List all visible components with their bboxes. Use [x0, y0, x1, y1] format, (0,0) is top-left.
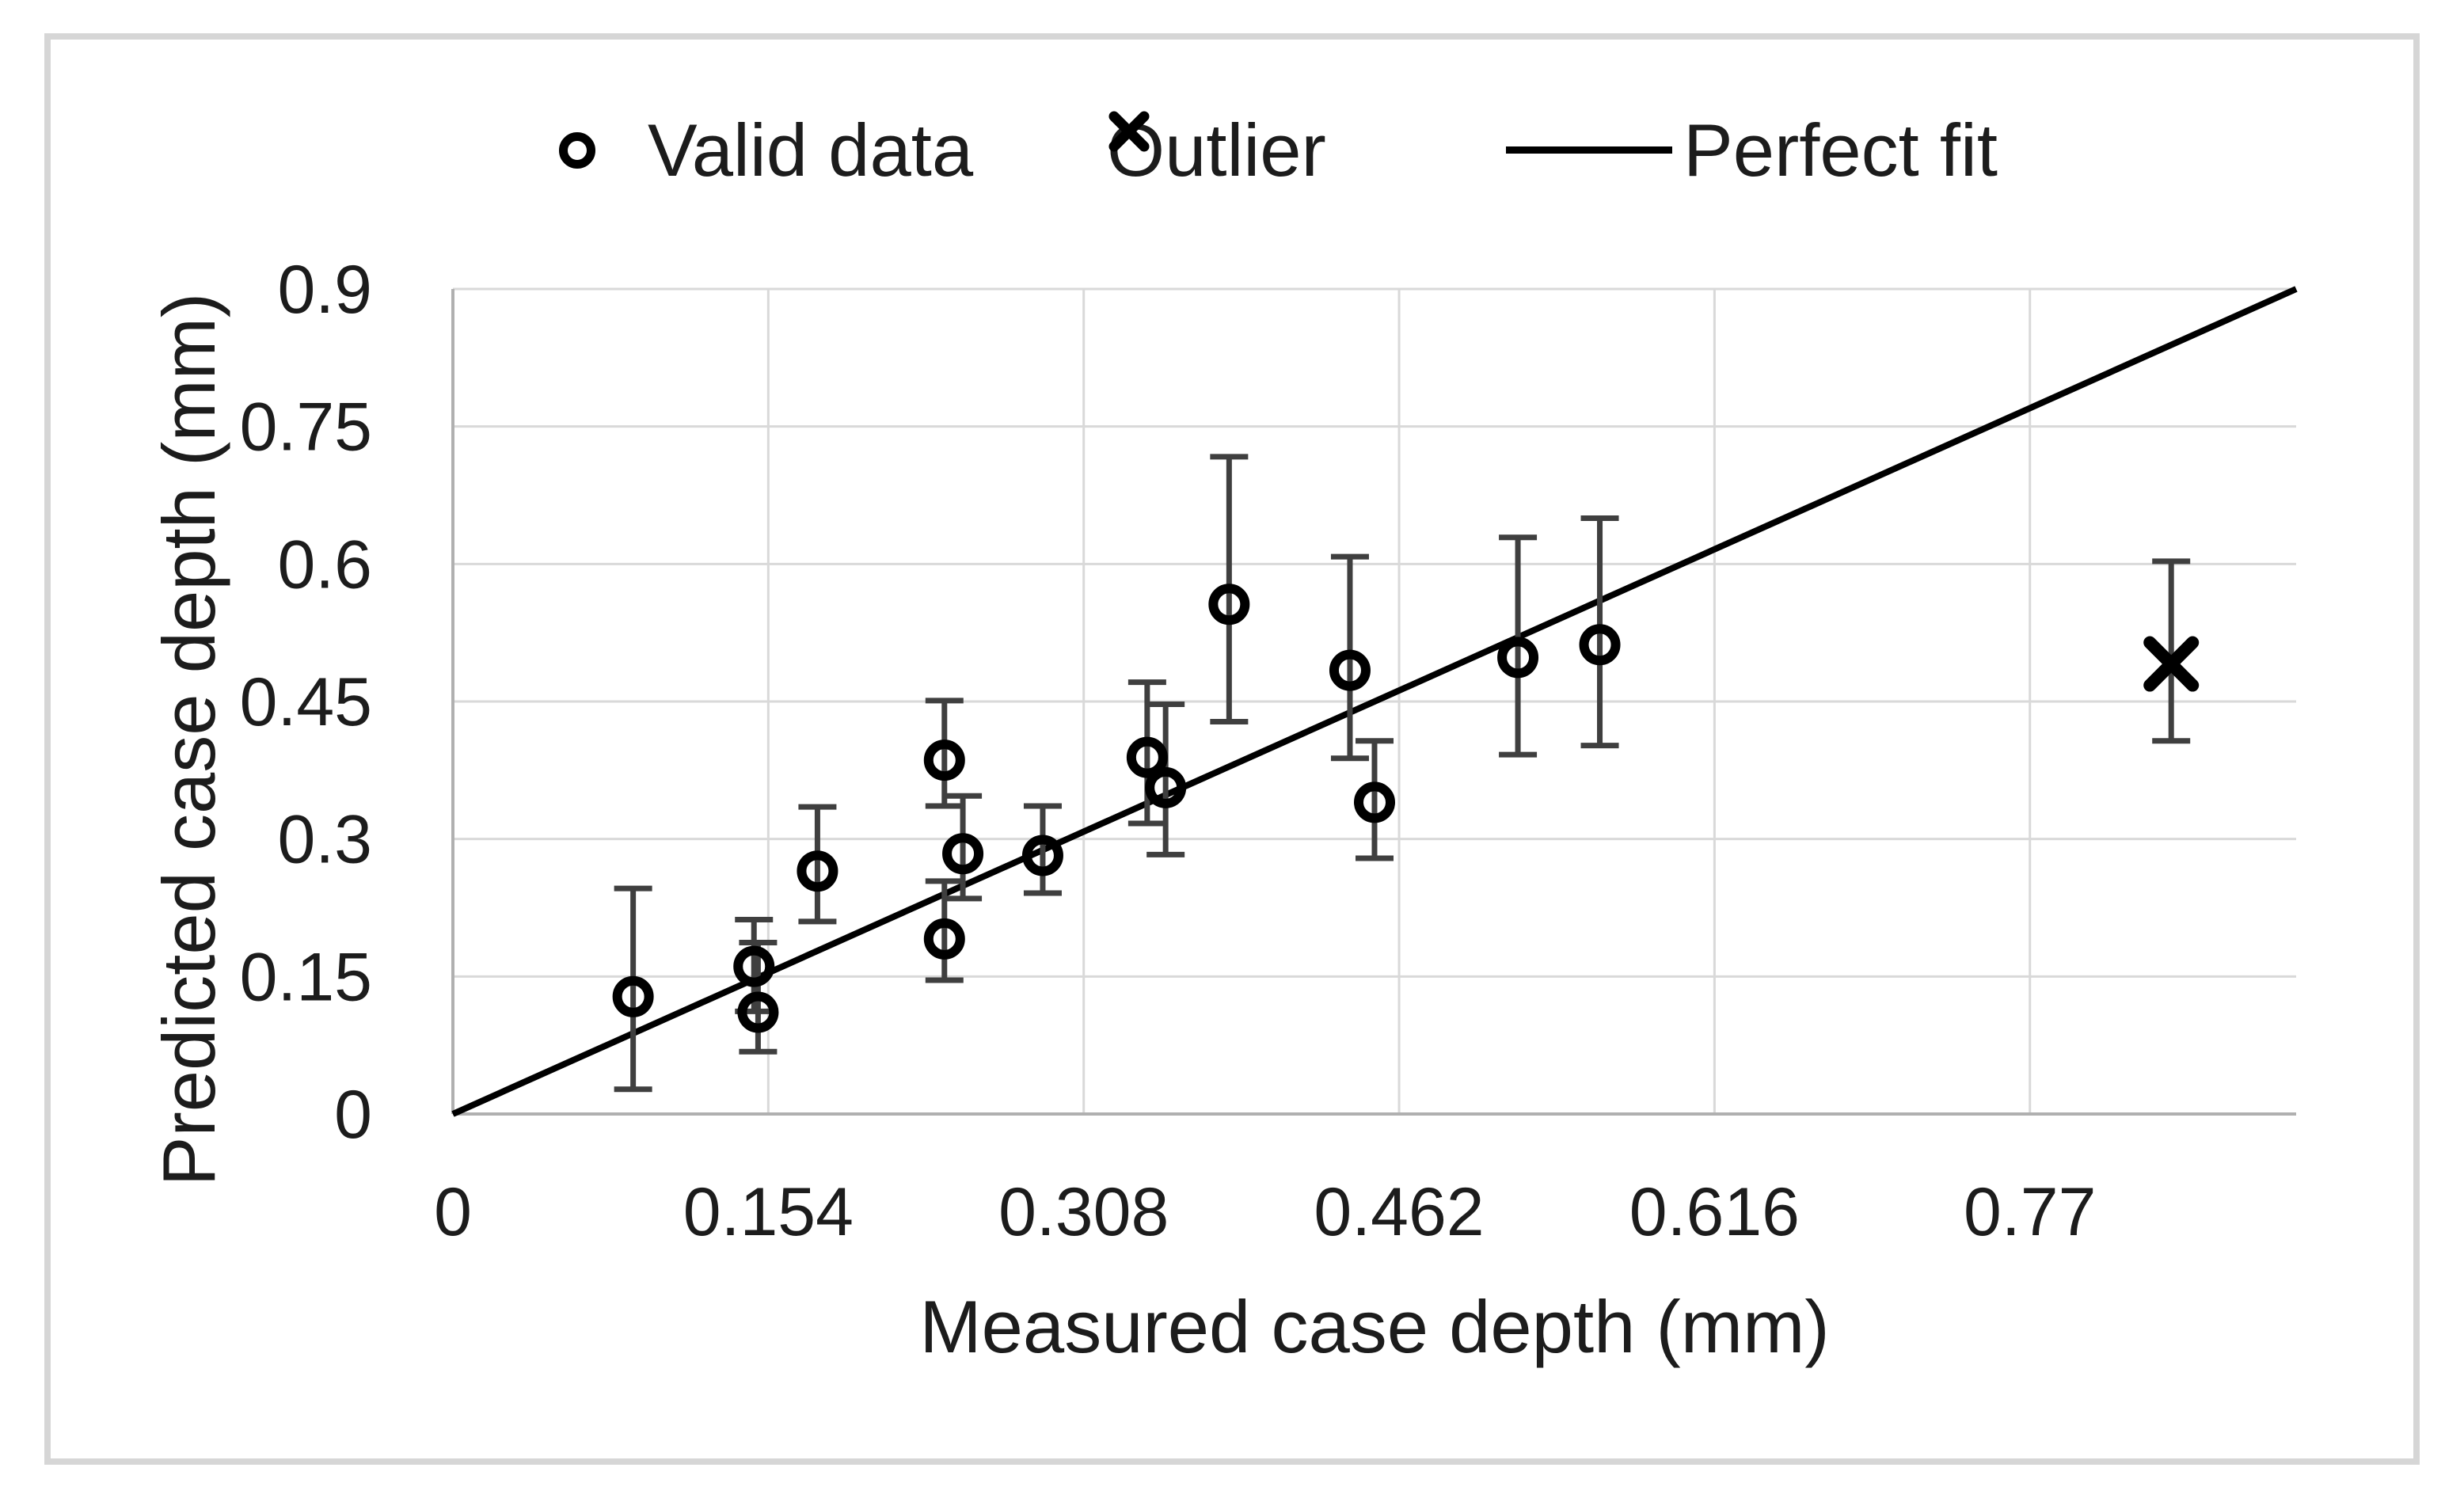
x-tick-label: 0.616 — [1629, 1174, 1800, 1250]
valid-data-point — [733, 945, 775, 987]
y-tick-label: 0.3 — [277, 802, 372, 878]
y-axis-title: Predicted case depth (mm) — [147, 292, 230, 1187]
valid-data-point — [942, 833, 984, 875]
y-tick-label: 0 — [334, 1077, 372, 1153]
valid-data-point — [1021, 835, 1063, 876]
y-tick-label: 0.75 — [240, 390, 372, 466]
valid-data-point — [923, 739, 965, 781]
outlier-point — [2143, 636, 2200, 692]
y-tick-label: 0.9 — [277, 252, 372, 328]
valid-data-point — [1126, 736, 1168, 778]
y-tick-label: 0.6 — [277, 527, 372, 603]
x-tick-label: 0.462 — [1314, 1174, 1484, 1250]
valid-data-point — [1497, 637, 1539, 679]
valid-data-marker-icon — [559, 131, 595, 169]
legend-item-outlier: Outlier — [1107, 109, 1326, 192]
valid-data-point — [737, 991, 779, 1033]
x-tick-label: 0.308 — [998, 1174, 1169, 1250]
x-tick-label: 0 — [434, 1174, 472, 1250]
valid-data-point — [797, 850, 838, 892]
x-axis-title: Measured case depth (mm) — [919, 1285, 1830, 1368]
legend-item-valid-data: Valid data — [559, 109, 973, 191]
x-tick-label: 0.77 — [1964, 1174, 2096, 1250]
legend-label-valid-data: Valid data — [648, 108, 974, 192]
legend-label-perfect-fit: Perfect fit — [1683, 108, 1998, 192]
figure-border — [44, 33, 2420, 1465]
x-tick-label: 0.154 — [683, 1174, 854, 1250]
valid-data-point — [1579, 624, 1621, 666]
valid-data-point — [612, 975, 654, 1017]
y-tick-label: 0.45 — [240, 664, 372, 740]
valid-data-point — [1354, 781, 1395, 823]
valid-data-point — [1208, 584, 1250, 625]
valid-data-point — [923, 918, 965, 960]
y-tick-label: 0.15 — [240, 939, 372, 1015]
legend-item-perfect-fit: Perfect fit — [1506, 109, 1998, 191]
outlier-marker-icon — [1108, 111, 1150, 152]
valid-data-point — [1145, 766, 1187, 808]
valid-data-point — [1329, 649, 1371, 691]
perfect-fit-line-icon — [1506, 146, 1672, 154]
